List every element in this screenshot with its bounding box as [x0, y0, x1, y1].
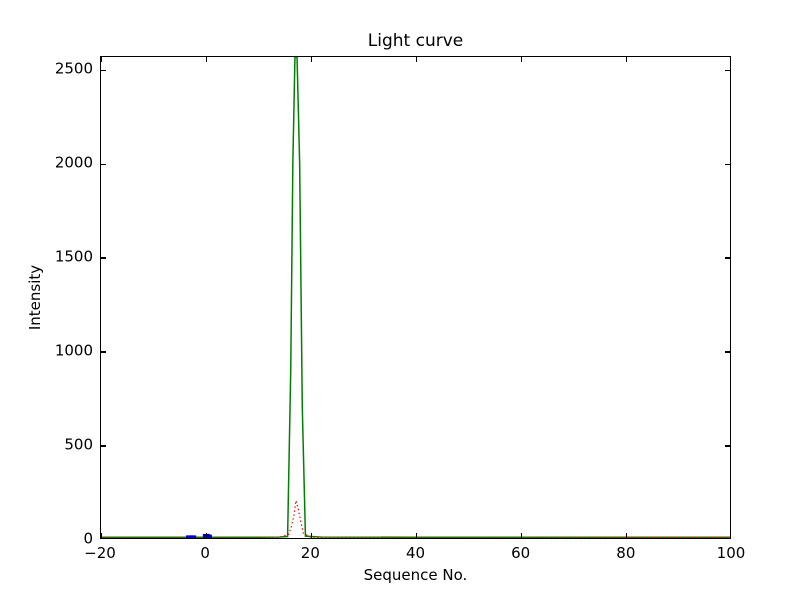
x-tick-mark: [205, 57, 207, 62]
x-tick-mark: [521, 533, 523, 538]
y-tick-mark: [101, 351, 106, 353]
x-tick-mark: [521, 57, 523, 62]
data-series-red-dotted-curve: [101, 500, 730, 538]
x-tick-mark: [310, 57, 312, 62]
x-tick-mark: [626, 533, 628, 538]
x-tick-mark: [415, 57, 418, 62]
y-tick-mark: [101, 257, 106, 259]
y-axis-label: Intensity: [26, 264, 44, 331]
y-tick-label: 1500: [54, 247, 93, 266]
y-tick-label: 500: [64, 435, 93, 454]
x-tick-label: 100: [716, 544, 746, 562]
y-tick-mark: [725, 257, 730, 259]
x-tick-label: −20: [84, 544, 116, 562]
x-tick-mark: [101, 533, 102, 538]
y-tick-label: 2000: [54, 153, 93, 172]
plot-svg: [101, 57, 730, 538]
x-tick-mark: [415, 533, 418, 538]
data-marker: [204, 534, 212, 538]
x-tick-label: 40: [405, 544, 426, 562]
x-tick-label: 80: [616, 544, 636, 562]
x-axis-label: Sequence No.: [363, 566, 468, 584]
x-tick-mark: [205, 533, 207, 538]
y-tick-mark: [725, 69, 730, 71]
y-tick-mark: [101, 445, 106, 447]
x-tick-mark: [310, 533, 312, 538]
y-tick-mark: [725, 445, 730, 447]
y-tick-mark: [101, 69, 106, 71]
x-tick-mark: [626, 57, 628, 62]
y-tick-label: 1000: [54, 341, 93, 360]
y-tick-label: 0: [83, 529, 93, 548]
y-tick-mark: [725, 163, 730, 165]
chart-title: Light curve: [367, 31, 464, 51]
data-series-green-curve: [101, 57, 730, 538]
y-tick-mark: [101, 163, 106, 165]
x-tick-label: 20: [300, 544, 320, 562]
y-tick-mark: [725, 351, 730, 353]
x-tick-label: 60: [511, 544, 531, 562]
data-marker: [189, 535, 197, 538]
x-tick-label: 0: [200, 544, 210, 562]
plot-area: [100, 56, 731, 539]
y-tick-label: 2500: [54, 59, 93, 78]
x-tick-mark: [101, 57, 102, 62]
